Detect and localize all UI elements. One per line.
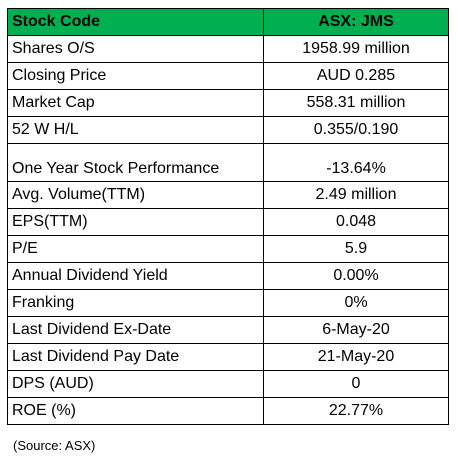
row-label: Avg. Volume(TTM) xyxy=(7,181,264,209)
row-value: -13.64% xyxy=(263,143,449,182)
stock-data-table: Stock Code ASX: JMS Shares O/S 1958.99 m… xyxy=(7,8,449,425)
row-value: 1958.99 million xyxy=(263,35,449,63)
row-value: 0.355/0.190 xyxy=(263,116,449,144)
table-row: EPS(TTM) 0.048 xyxy=(7,208,449,236)
table-row: P/E 5.9 xyxy=(7,235,449,263)
table-row: Closing Price AUD 0.285 xyxy=(7,62,449,90)
table-header-row: Stock Code ASX: JMS xyxy=(7,8,449,36)
header-label: Stock Code xyxy=(7,8,264,36)
row-label: DPS (AUD) xyxy=(7,370,264,398)
table-row: ROE (%) 22.77% xyxy=(7,397,449,425)
table-row: 52 W H/L 0.355/0.190 xyxy=(7,116,449,144)
row-value: 21-May-20 xyxy=(263,343,449,371)
row-value: 6-May-20 xyxy=(263,316,449,344)
table-row: Shares O/S 1958.99 million xyxy=(7,35,449,63)
table-row: Annual Dividend Yield 0.00% xyxy=(7,262,449,290)
table-row: Market Cap 558.31 million xyxy=(7,89,449,117)
row-label: One Year Stock Performance xyxy=(7,143,264,182)
row-label: EPS(TTM) xyxy=(7,208,264,236)
row-label: Last Dividend Pay Date xyxy=(7,343,264,371)
table-row: Last Dividend Ex-Date 6-May-20 xyxy=(7,316,449,344)
table-row: One Year Stock Performance -13.64% xyxy=(7,143,449,182)
row-value: 0 xyxy=(263,370,449,398)
table-row: Avg. Volume(TTM) 2.49 million xyxy=(7,181,449,209)
row-label: ROE (%) xyxy=(7,397,264,425)
row-label: P/E xyxy=(7,235,264,263)
row-label: 52 W H/L xyxy=(7,116,264,144)
table-row: Last Dividend Pay Date 21-May-20 xyxy=(7,343,449,371)
row-label: Annual Dividend Yield xyxy=(7,262,264,290)
row-label: Franking xyxy=(7,289,264,317)
row-value: 0% xyxy=(263,289,449,317)
row-value: 22.77% xyxy=(263,397,449,425)
row-value: 0.048 xyxy=(263,208,449,236)
row-value: 5.9 xyxy=(263,235,449,263)
row-label: Shares O/S xyxy=(7,35,264,63)
row-value: 558.31 million xyxy=(263,89,449,117)
header-value: ASX: JMS xyxy=(263,8,449,36)
row-label: Last Dividend Ex-Date xyxy=(7,316,264,344)
row-label: Market Cap xyxy=(7,89,264,117)
row-value: 2.49 million xyxy=(263,181,449,209)
row-value: AUD 0.285 xyxy=(263,62,449,90)
table-row: DPS (AUD) 0 xyxy=(7,370,449,398)
source-note: (Source: ASX) xyxy=(13,438,96,453)
table-row: Franking 0% xyxy=(7,289,449,317)
row-label: Closing Price xyxy=(7,62,264,90)
row-value: 0.00% xyxy=(263,262,449,290)
